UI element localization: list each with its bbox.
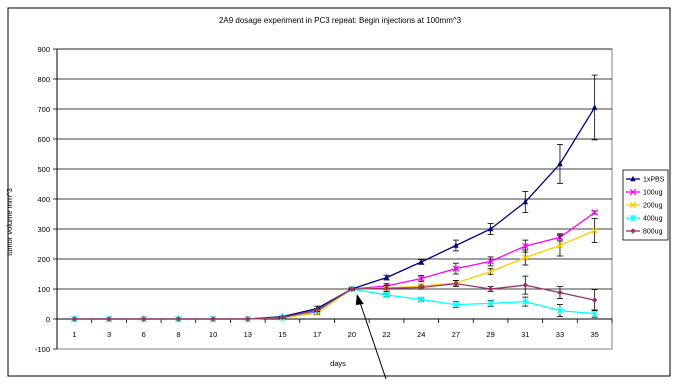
data-point [487,225,494,232]
x-tick-label: 3 [107,330,111,339]
y-tick-label: 100 [37,285,50,294]
series-line [74,282,595,320]
x-tick-label: 17 [313,330,321,339]
x-axis-label: days [330,359,346,368]
data-point [383,291,390,299]
y-tick-label: 800 [37,75,50,84]
data-point [314,307,320,313]
data-point [71,316,78,322]
x-tick-label: 15 [278,330,286,339]
y-tick-label: 400 [37,195,50,204]
legend-marker [629,201,637,209]
data-point [556,242,564,249]
legend-label: 100ug [643,190,663,197]
data-point [210,316,216,322]
x-tick-label: 31 [521,330,529,339]
legend-label: 400ug [643,216,663,223]
data-point [557,160,563,167]
x-tick-label: 35 [590,330,598,339]
x-tick-label: 10 [209,330,217,339]
x-tick-label: 13 [244,330,252,339]
data-point [591,104,598,110]
y-axis-label: tumor volume mm^3 [5,188,14,256]
data-point [522,198,529,205]
x-tick-label: 22 [382,330,390,339]
data-point [487,258,494,265]
data-point [487,286,494,292]
x-tick-label: 27 [452,330,460,339]
data-point [452,265,460,272]
data-point [522,254,529,261]
arrow-shaft [359,301,387,380]
data-point [556,307,564,314]
data-point [349,286,355,292]
x-tick-label: 1 [72,330,76,339]
data-point [522,298,529,305]
data-point [522,242,529,250]
arrow-head [355,294,364,305]
data-point [487,300,494,307]
chart-title: 2A9 dosage experiment in PC3 repeat: Beg… [219,16,462,25]
legend-label: 1xPBS [643,177,665,184]
y-tick-label: 600 [37,135,50,144]
legend-item: 200ug [626,201,663,210]
data-point [417,275,425,282]
y-tick-label: 300 [37,225,50,234]
data-point [453,242,459,248]
data-point [279,314,286,321]
legend-item: 100ug [626,188,663,197]
x-tick-label: 20 [348,330,356,339]
legend-item: 400ug [626,214,663,223]
x-tick-label: 24 [417,330,425,339]
data-point [140,316,147,322]
data-point [418,284,425,291]
legend-item: 1xPBS [626,175,665,184]
data-point [175,316,182,322]
data-point [487,268,494,275]
data-point [383,274,390,280]
x-tick-label: 6 [142,330,146,339]
legend: 1xPBS 100ug 200ug 400ug 800ug [622,169,669,241]
data-point [453,280,459,287]
legend-label: 800ug [643,229,663,236]
annotation-arrow [355,294,387,380]
legend-label: 200ug [643,203,663,210]
data-point [522,282,529,288]
data-point [418,258,425,265]
data-point [557,289,563,296]
x-tick-label: 29 [486,330,494,339]
data-point [418,296,425,303]
data-point [591,310,598,317]
data-point [452,301,460,308]
y-tick-label: 0 [46,315,50,324]
y-tick-label: 900 [37,45,50,54]
y-tick-label: -100 [35,345,50,354]
y-tick-label: 200 [37,255,50,264]
data-point [591,227,598,234]
data-point [591,209,598,216]
legend-marker [630,175,636,182]
legend-item: 800ug [626,228,663,236]
x-tick-label: 8 [176,330,180,339]
legend-marker [629,214,637,222]
series-800ug [71,275,598,322]
data-point [383,285,390,292]
data-point [244,316,251,322]
y-tick-label: 500 [37,165,50,174]
legend-marker [630,228,636,234]
data-point [591,297,598,303]
legend-marker [629,188,637,196]
x-tick-label: 33 [556,330,564,339]
y-tick-label: 700 [37,105,50,114]
data-point [106,316,112,322]
